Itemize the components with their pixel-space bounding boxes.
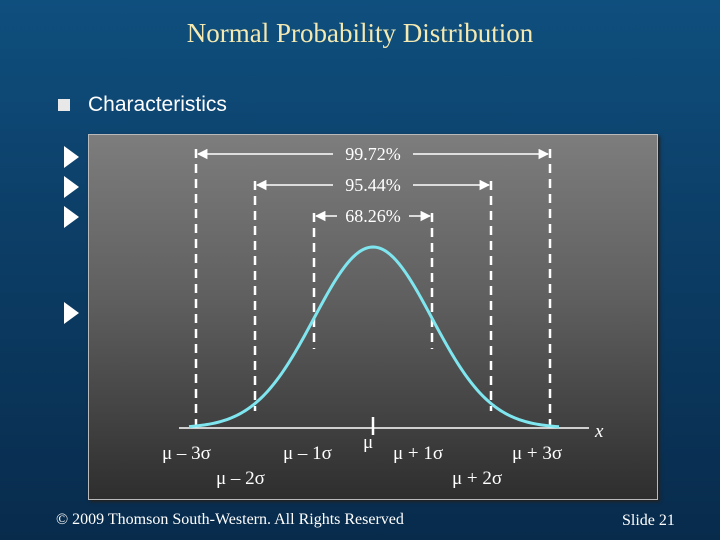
sigma-guide-lines bbox=[194, 149, 552, 425]
label-mu-minus-1sigma: μ – 1σ bbox=[283, 443, 332, 464]
arrow-bullet-icon bbox=[64, 176, 79, 198]
label-mu-minus-2sigma: μ – 2σ bbox=[216, 468, 265, 489]
normal-distribution-panel: 99.72% 95.44% 68.26% μ – 3σ μ – 2σ μ – 1… bbox=[88, 134, 658, 500]
arrow-bullet-icon bbox=[64, 146, 79, 168]
square-bullet-icon bbox=[58, 99, 70, 111]
arrow-bullet-icon bbox=[64, 206, 79, 228]
interval-label-68: 68.26% bbox=[345, 206, 401, 226]
label-mu-minus-3sigma: μ – 3σ bbox=[162, 443, 211, 464]
axis-label-x: x bbox=[594, 421, 604, 442]
label-mu: μ bbox=[363, 432, 373, 453]
slide-title: Normal Probability Distribution bbox=[186, 18, 534, 48]
label-mu-plus-3sigma: μ + 3σ bbox=[512, 443, 562, 464]
slide-number: Slide 21 bbox=[622, 512, 675, 529]
interval-label-99: 99.72% bbox=[345, 144, 401, 164]
bullet-characteristics: Characteristics bbox=[58, 93, 227, 117]
label-mu-plus-1sigma: μ + 1σ bbox=[393, 443, 443, 464]
copyright-footer: © 2009 Thomson South-Western. All Rights… bbox=[56, 511, 404, 528]
normal-distribution-diagram: 99.72% 95.44% 68.26% μ – 3σ μ – 2σ μ – 1… bbox=[162, 144, 604, 489]
interval-arrows bbox=[196, 148, 550, 222]
normal-curve bbox=[188, 245, 560, 429]
arrow-bullet-icon bbox=[64, 302, 79, 324]
interval-label-95: 95.44% bbox=[345, 175, 401, 195]
label-mu-plus-2sigma: μ + 2σ bbox=[452, 468, 502, 489]
bullet-text: Characteristics bbox=[88, 93, 227, 116]
